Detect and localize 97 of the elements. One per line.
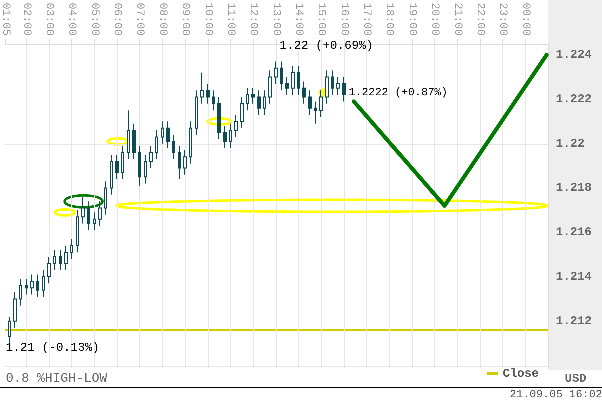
candlestick <box>110 154 113 196</box>
x-tick-label: 11:00 <box>224 2 236 36</box>
candlestick <box>104 181 107 216</box>
candlestick <box>59 250 62 271</box>
candlestick <box>42 270 45 298</box>
y-tick-label: 1.222 <box>556 92 592 106</box>
candlestick <box>234 114 238 138</box>
legend-label: Close <box>502 367 540 381</box>
candlestick <box>25 278 28 296</box>
candlestick <box>268 70 272 104</box>
candlestick <box>206 83 210 104</box>
candlestick <box>155 130 158 160</box>
x-tick-label: 12:00 <box>247 2 260 36</box>
candlestick <box>87 201 90 231</box>
x-tick-label: 20:00 <box>428 2 441 36</box>
candlestick <box>189 121 192 164</box>
candlestick <box>166 121 170 149</box>
x-tick-label: 08:00 <box>156 2 168 36</box>
candlestick <box>98 201 102 226</box>
candlestick <box>138 146 141 187</box>
y-tick-label: 1.218 <box>556 181 592 196</box>
candlestick <box>183 150 187 176</box>
candlestick <box>64 245 68 271</box>
y-tick-label: 1.224 <box>556 48 592 62</box>
candlestick <box>81 196 85 224</box>
candlestick <box>70 238 73 260</box>
candlestick <box>285 76 289 96</box>
candlestick <box>325 70 329 104</box>
annotation: 1.2222 (+0.87%) <box>348 88 448 100</box>
candlestick <box>257 90 261 116</box>
x-tick-label: 14:00 <box>292 2 304 36</box>
candlestick <box>302 81 306 104</box>
candlestick <box>19 278 22 306</box>
x-tick-label: 13:00 <box>270 2 282 36</box>
candlestick <box>319 90 323 118</box>
candlestick <box>53 250 56 271</box>
y-tick-label: 1.214 <box>556 270 592 284</box>
candlestick <box>149 146 153 169</box>
candlestick <box>308 90 312 116</box>
candlestick <box>144 154 147 184</box>
x-tick-label: 03:00 <box>42 2 55 36</box>
x-tick-label: 15:00 <box>315 2 328 36</box>
x-tick-label: 00:00 <box>519 2 532 36</box>
candlestick <box>212 90 215 112</box>
x-tick-label: 04:00 <box>66 2 78 36</box>
candlestick <box>291 66 295 96</box>
candlestick <box>336 76 340 96</box>
x-tick-label: 17:00 <box>360 2 373 36</box>
candlestick <box>229 123 232 149</box>
candlestick <box>246 88 249 112</box>
x-tick-label: 05:00 <box>88 2 100 36</box>
candlestick <box>263 90 266 116</box>
candlestick <box>251 88 255 104</box>
x-tick-label: 22:00 <box>474 2 486 36</box>
candlestick <box>30 274 34 296</box>
candlestick <box>223 126 227 149</box>
x-tick-label: 02:00 <box>20 2 32 36</box>
candlestick <box>178 146 181 180</box>
annotation: 1.22 (+0.69%) <box>280 38 374 53</box>
y-tick-label: 1.216 <box>556 226 592 240</box>
candlestick <box>172 134 175 160</box>
candlestick <box>331 70 334 96</box>
y-tick-label: 1.22 <box>556 136 585 151</box>
candlestick <box>217 96 221 140</box>
candlestick <box>240 96 244 129</box>
candlestick <box>132 123 136 160</box>
candlestick <box>161 121 164 144</box>
x-tick-label: 01:05 <box>0 2 12 36</box>
candlestick <box>47 256 51 284</box>
x-tick-label: 16:00 <box>338 2 350 36</box>
x-tick-label: 09:00 <box>179 2 192 36</box>
candlestick <box>115 154 119 180</box>
candlestick <box>121 146 124 180</box>
candlestick <box>195 90 198 136</box>
x-tick-label: 07:00 <box>134 2 146 36</box>
candlestick <box>93 212 96 231</box>
candlestick <box>280 61 283 92</box>
candlestick <box>297 66 300 96</box>
candlestick <box>127 110 130 160</box>
annotation: 1.21 (-0.13%) <box>6 340 100 355</box>
text: 0.8 %HIGH-LOW <box>6 371 108 386</box>
candlestick <box>314 101 317 124</box>
candlestick <box>76 210 79 254</box>
x-tick-label: 18:00 <box>383 2 396 36</box>
candlestick <box>13 292 17 329</box>
x-tick-label: 23:00 <box>496 2 509 36</box>
y-tick-label: 1.212 <box>556 314 592 328</box>
candlestick <box>342 76 346 102</box>
x-tick-label: 19:00 <box>406 2 418 36</box>
x-tick-label: 21:00 <box>451 2 464 36</box>
candlestick <box>200 72 204 104</box>
y-axis-title: USD <box>565 372 587 386</box>
x-tick-label: 06:00 <box>111 2 124 36</box>
candlestick <box>36 274 39 298</box>
x-tick-label: 10:00 <box>202 2 214 36</box>
candlestick <box>274 61 278 84</box>
text: 21.09.05 16:02 <box>510 390 602 401</box>
